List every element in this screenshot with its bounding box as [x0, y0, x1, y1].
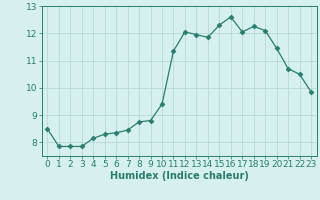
- X-axis label: Humidex (Indice chaleur): Humidex (Indice chaleur): [110, 171, 249, 181]
